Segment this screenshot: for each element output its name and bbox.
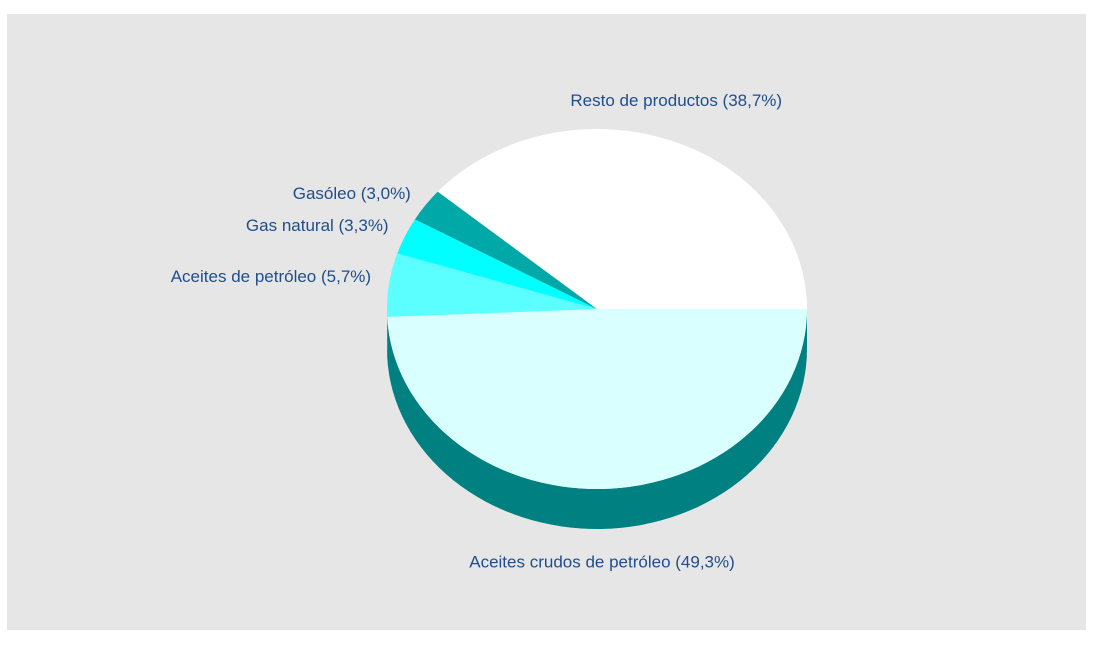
pie-slice [397, 219, 597, 309]
slice-label: Gas natural (3,3%) [246, 216, 389, 235]
pie-slice [387, 253, 597, 317]
slice-label: Gasóleo (3,0%) [293, 184, 411, 203]
pie-slice [387, 309, 807, 490]
slice-label: Resto de productos (38,7%) [570, 91, 782, 110]
pie-slice [414, 191, 597, 309]
slice-label: Aceites crudos de petróleo (49,3%) [469, 552, 735, 571]
slice-label: Aceites de petróleo (5,7%) [171, 267, 371, 286]
pie-slice [437, 128, 807, 309]
pie-side [387, 309, 808, 530]
